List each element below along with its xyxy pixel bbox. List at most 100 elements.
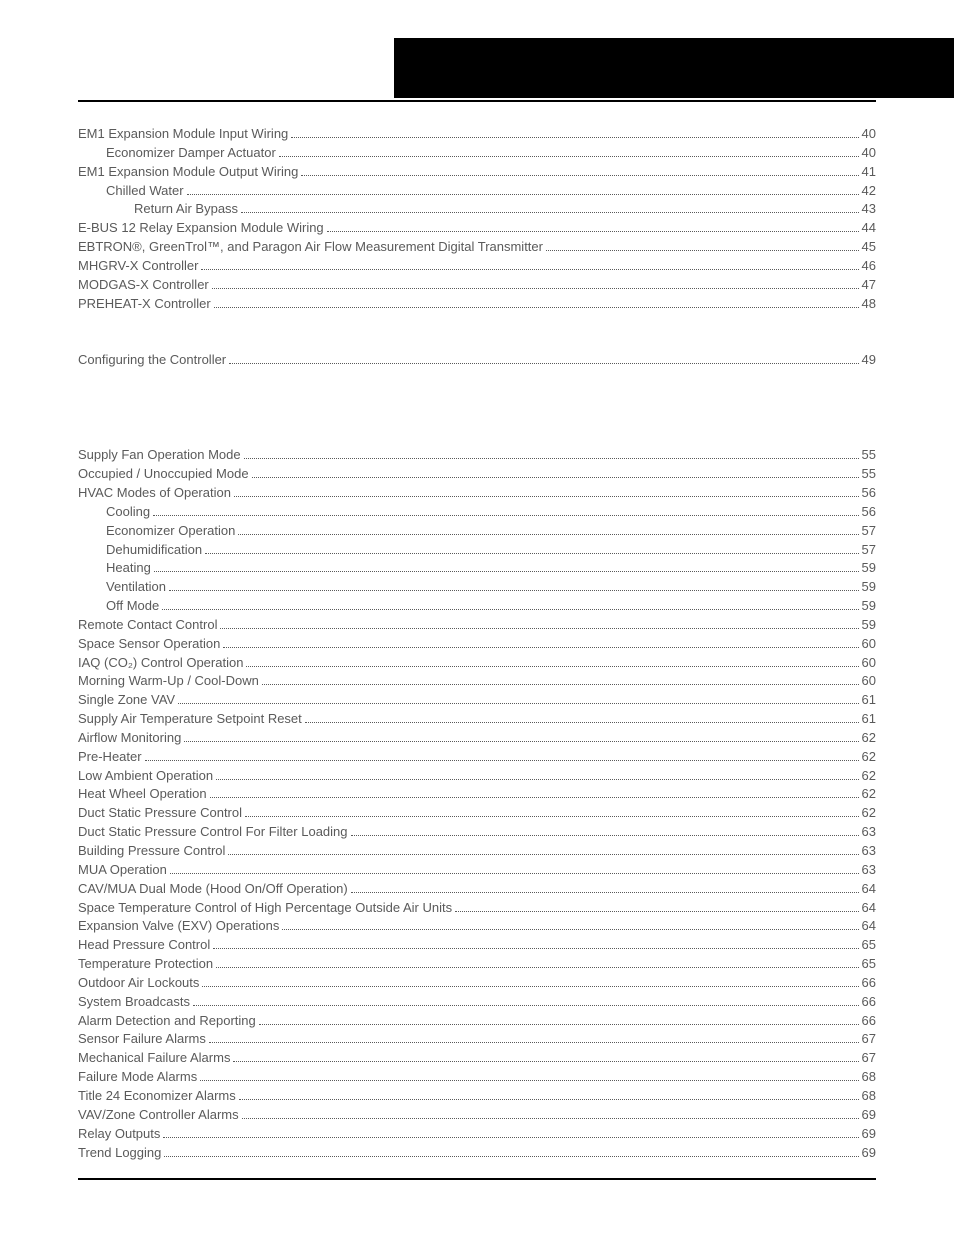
toc-entry-page: 62 (862, 804, 876, 823)
toc-entry: HVAC Modes of Operation56 (78, 484, 876, 503)
toc-leader-dots (228, 854, 858, 855)
toc-leader-dots (279, 156, 859, 157)
toc-entry-page: 69 (862, 1106, 876, 1125)
toc-leader-dots (200, 1080, 858, 1081)
toc-entry: Chilled Water42 (78, 182, 876, 201)
toc-entry-page: 61 (862, 710, 876, 729)
toc-leader-dots (216, 779, 858, 780)
toc-entry-page: 62 (862, 729, 876, 748)
toc-entry: Ventilation59 (78, 578, 876, 597)
toc-entry-title: Building Pressure Control (78, 842, 225, 861)
toc-leader-dots (202, 986, 858, 987)
toc-leader-dots (327, 231, 859, 232)
toc-entry: Trend Logging69 (78, 1144, 876, 1163)
toc-entry: Outdoor Air Lockouts66 (78, 974, 876, 993)
toc-entry: Building Pressure Control 63 (78, 842, 876, 861)
toc-leader-dots (205, 553, 858, 554)
toc-entry: Economizer Operation57 (78, 522, 876, 541)
toc-entry: Space Temperature Control of High Percen… (78, 899, 876, 918)
toc-entry: Morning Warm-Up / Cool-Down60 (78, 672, 876, 691)
toc-leader-dots (169, 590, 859, 591)
toc-entry-title: IAQ (CO₂) Control Operation (78, 654, 243, 673)
toc-entry-title: EBTRON®, GreenTrol™, and Paragon Air Flo… (78, 238, 543, 257)
toc-entry-page: 67 (862, 1049, 876, 1068)
toc-entry-title: PREHEAT-X Controller (78, 295, 211, 314)
toc-leader-dots (220, 628, 858, 629)
toc-content: EM1 Expansion Module Input Wiring40Econo… (78, 125, 876, 1162)
toc-entry-title: E-BUS 12 Relay Expansion Module Wiring (78, 219, 324, 238)
toc-leader-dots (252, 477, 859, 478)
toc-entry-title: Sensor Failure Alarms (78, 1030, 206, 1049)
toc-entry: Cooling56 (78, 503, 876, 522)
toc-entry-title: Remote Contact Control (78, 616, 217, 635)
toc-leader-dots (163, 1137, 858, 1138)
toc-entry: Sensor Failure Alarms67 (78, 1030, 876, 1049)
toc-entry-page: 56 (862, 503, 876, 522)
toc-entry-title: Space Temperature Control of High Percen… (78, 899, 452, 918)
toc-entry-page: 48 (862, 295, 876, 314)
toc-entry-page: 59 (862, 616, 876, 635)
toc-entry-title: Return Air Bypass (134, 200, 238, 219)
toc-entry: EBTRON®, GreenTrol™, and Paragon Air Flo… (78, 238, 876, 257)
toc-entry: Alarm Detection and Reporting 66 (78, 1012, 876, 1031)
toc-entry-title: Temperature Protection (78, 955, 213, 974)
toc-entry-page: 64 (862, 880, 876, 899)
toc-entry-title: Alarm Detection and Reporting (78, 1012, 256, 1031)
toc-entry: Supply Fan Operation Mode 55 (78, 446, 876, 465)
toc-entry-page: 55 (862, 465, 876, 484)
toc-leader-dots (301, 175, 858, 176)
toc-entry-title: Duct Static Pressure Control (78, 804, 242, 823)
toc-leader-dots (210, 797, 859, 798)
toc-entry: Heat Wheel Operation62 (78, 785, 876, 804)
toc-leader-dots (162, 609, 858, 610)
toc-leader-dots (546, 250, 859, 251)
toc-entry-title: HVAC Modes of Operation (78, 484, 231, 503)
toc-leader-dots (213, 948, 858, 949)
toc-entry: EM1 Expansion Module Output Wiring41 (78, 163, 876, 182)
toc-entry-page: 55 (862, 446, 876, 465)
toc-entry-page: 62 (862, 748, 876, 767)
toc-entry-page: 57 (862, 522, 876, 541)
toc-entry-title: Heat Wheel Operation (78, 785, 207, 804)
toc-entry-title: Airflow Monitoring (78, 729, 181, 748)
toc-entry-title: Low Ambient Operation (78, 767, 213, 786)
section-gap (78, 408, 876, 446)
toc-entry: Pre-Heater62 (78, 748, 876, 767)
toc-entry-title: Morning Warm-Up / Cool-Down (78, 672, 259, 691)
toc-entry-page: 63 (862, 823, 876, 842)
toc-entry-title: Supply Fan Operation Mode (78, 446, 241, 465)
toc-leader-dots (184, 741, 858, 742)
toc-entry: Duct Static Pressure Control For Filter … (78, 823, 876, 842)
toc-entry-title: Occupied / Unoccupied Mode (78, 465, 249, 484)
toc-entry: VAV/Zone Controller Alarms69 (78, 1106, 876, 1125)
toc-entry: Supply Air Temperature Setpoint Reset61 (78, 710, 876, 729)
toc-leader-dots (154, 571, 859, 572)
toc-entry-title: Head Pressure Control (78, 936, 210, 955)
section-gap (78, 313, 876, 351)
toc-entry: System Broadcasts66 (78, 993, 876, 1012)
toc-entry: Low Ambient Operation 62 (78, 767, 876, 786)
header-divider (78, 100, 876, 102)
toc-entry-title: Ventilation (106, 578, 166, 597)
toc-leader-dots (223, 647, 858, 648)
toc-entry-title: System Broadcasts (78, 993, 190, 1012)
toc-entry-page: 62 (862, 767, 876, 786)
toc-entry-title: EM1 Expansion Module Input Wiring (78, 125, 288, 144)
toc-entry-page: 63 (862, 842, 876, 861)
toc-leader-dots (187, 194, 859, 195)
toc-entry: Mechanical Failure Alarms67 (78, 1049, 876, 1068)
toc-entry-page: 43 (862, 200, 876, 219)
toc-entry: Expansion Valve (EXV) Operations64 (78, 917, 876, 936)
toc-leader-dots (244, 458, 859, 459)
toc-entry: Space Sensor Operation60 (78, 635, 876, 654)
toc-entry-page: 69 (862, 1125, 876, 1144)
toc-entry-title: Space Sensor Operation (78, 635, 220, 654)
toc-entry-page: 66 (862, 1012, 876, 1031)
toc-entry-title: Heating (106, 559, 151, 578)
toc-leader-dots (259, 1024, 859, 1025)
toc-entry-page: 41 (862, 163, 876, 182)
toc-entry-title: MODGAS-X Controller (78, 276, 209, 295)
toc-leader-dots (351, 892, 859, 893)
toc-entry-title: Chilled Water (106, 182, 184, 201)
toc-entry: Duct Static Pressure Control 62 (78, 804, 876, 823)
